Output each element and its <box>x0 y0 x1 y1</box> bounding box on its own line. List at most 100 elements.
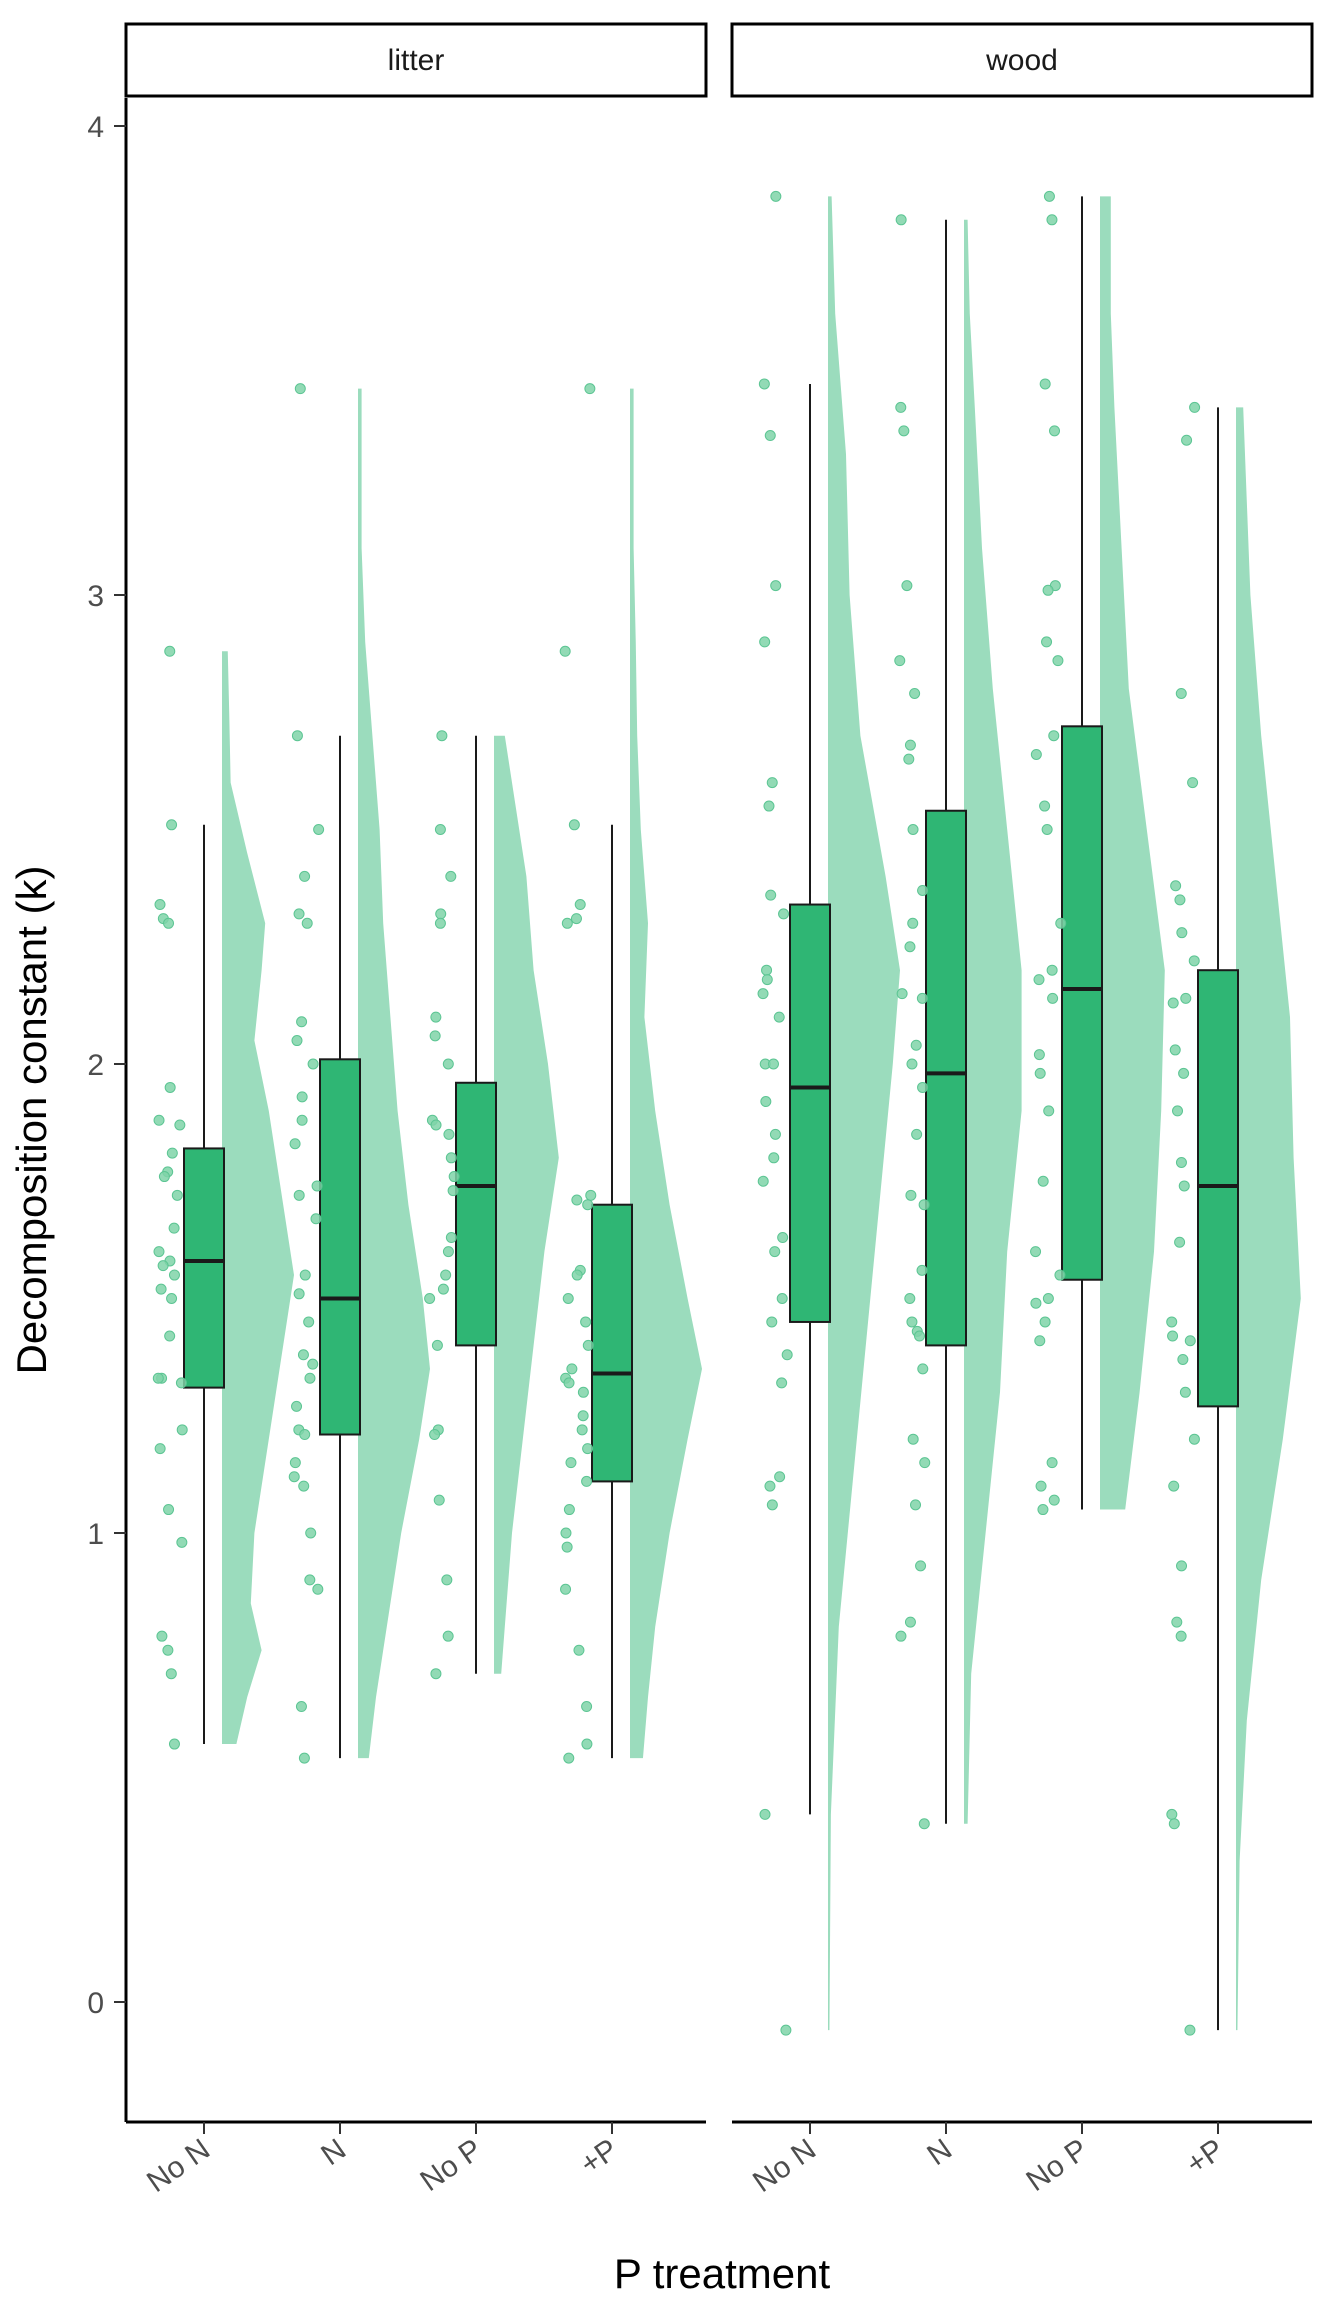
group-wood-1: N <box>894 214 1022 2172</box>
data-point <box>1179 1386 1191 1398</box>
violin-density <box>630 388 702 1759</box>
data-point <box>769 1128 781 1140</box>
data-point <box>310 1213 322 1225</box>
group-wood-0: No N <box>747 190 900 2199</box>
data-point <box>1048 1494 1060 1506</box>
data-point <box>1168 1818 1180 1830</box>
data-point <box>901 580 913 592</box>
data-point <box>164 1081 176 1093</box>
data-point <box>176 1536 188 1548</box>
data-point <box>1052 655 1064 667</box>
group-wood-3: +P <box>1166 401 1301 2181</box>
x-tick-label: +P <box>574 2133 624 2182</box>
box-iqr <box>1061 725 1103 1281</box>
data-point <box>1188 1433 1200 1445</box>
data-point <box>895 401 907 413</box>
data-point <box>442 1058 454 1070</box>
y-tick-label: 3 <box>87 580 104 613</box>
data-point <box>164 645 176 657</box>
data-point <box>1187 777 1199 789</box>
data-point <box>1055 917 1067 929</box>
data-point <box>1033 1049 1045 1061</box>
data-point <box>1034 1067 1046 1079</box>
data-point <box>434 917 446 929</box>
y-tick-label: 4 <box>87 111 104 144</box>
data-point <box>561 1541 573 1553</box>
data-point <box>445 1152 457 1164</box>
data-point <box>1184 1335 1196 1347</box>
data-point <box>295 1701 307 1713</box>
data-point <box>906 1058 918 1070</box>
strip-header-litter <box>124 22 708 98</box>
data-point <box>293 1288 305 1300</box>
data-point <box>1042 584 1054 596</box>
data-point <box>904 941 916 953</box>
data-point <box>152 1372 164 1384</box>
data-point <box>781 1349 793 1361</box>
data-point <box>1166 1316 1178 1328</box>
data-point <box>1037 1504 1049 1516</box>
data-point <box>896 988 908 1000</box>
data-point <box>305 1527 317 1539</box>
data-point <box>764 1480 776 1492</box>
data-point <box>576 1424 588 1436</box>
strip-label-litter: litter <box>388 44 445 77</box>
group-litter-2: No P <box>414 730 559 2198</box>
box-iqr <box>925 809 967 1347</box>
data-point <box>307 1358 319 1370</box>
data-point <box>298 1480 310 1492</box>
data-point <box>898 425 910 437</box>
data-point <box>430 1011 442 1023</box>
data-point <box>298 1752 310 1764</box>
data-point <box>585 1189 597 1201</box>
data-point <box>917 1081 929 1093</box>
box-iqr <box>319 1058 361 1436</box>
data-point <box>291 1400 303 1412</box>
data-point <box>1049 425 1061 437</box>
data-point <box>1170 880 1182 892</box>
x-tick-label: N <box>315 2133 352 2172</box>
data-point <box>1169 1044 1181 1056</box>
data-point <box>561 917 573 929</box>
data-point <box>916 1264 928 1276</box>
data-point <box>168 1269 180 1281</box>
data-point <box>158 1171 170 1183</box>
data-point <box>1046 964 1058 976</box>
data-point <box>780 2024 792 2036</box>
data-point <box>153 1114 165 1126</box>
data-point <box>582 1339 594 1351</box>
data-point <box>758 378 770 390</box>
data-point <box>1175 1630 1187 1642</box>
data-point <box>291 730 303 742</box>
data-point <box>299 1429 311 1441</box>
data-point <box>166 1293 178 1304</box>
data-point <box>919 1457 931 1469</box>
data-point <box>560 1527 572 1539</box>
violin-density <box>222 651 294 1745</box>
group-wood-2: No P <box>1020 190 1165 2198</box>
violin-density <box>1100 196 1165 1510</box>
data-point <box>1042 1293 1054 1304</box>
data-point <box>289 1138 301 1150</box>
data-point <box>766 777 778 789</box>
data-point <box>913 1330 925 1342</box>
data-point <box>1184 2024 1196 2036</box>
data-point <box>1167 1330 1179 1342</box>
data-point <box>903 753 915 765</box>
data-point <box>430 1119 442 1131</box>
data-point <box>1047 992 1059 1004</box>
data-point <box>293 908 305 920</box>
data-point <box>571 1194 583 1206</box>
data-point <box>1043 1105 1055 1117</box>
data-point <box>153 1246 165 1258</box>
data-point <box>910 1499 922 1511</box>
x-tick-label: No N <box>141 2133 216 2199</box>
data-point <box>904 1293 916 1304</box>
data-point <box>1046 214 1058 226</box>
data-point <box>301 917 313 929</box>
data-point <box>445 870 457 882</box>
data-point <box>571 1269 583 1281</box>
data-point <box>294 383 306 395</box>
data-point <box>307 1058 319 1070</box>
